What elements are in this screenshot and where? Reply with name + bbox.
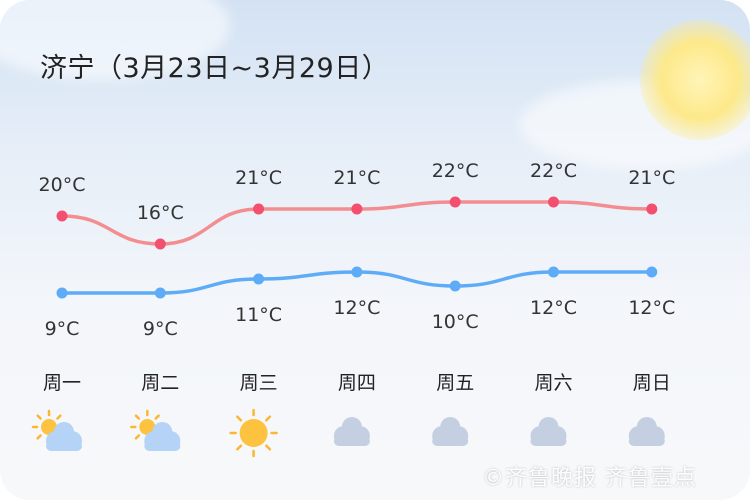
day-label: 周三 bbox=[240, 372, 278, 394]
low-temp-label: 12°C bbox=[530, 297, 577, 319]
low-temp-point bbox=[646, 266, 658, 278]
high-temp-label: 22°C bbox=[432, 160, 479, 182]
page-title: 济宁（3月23日~3月29日） bbox=[40, 53, 390, 84]
cloudy-weather-icon bbox=[333, 417, 370, 446]
high-temp-label: 21°C bbox=[333, 167, 380, 189]
day-label: 周五 bbox=[436, 372, 474, 394]
high-temp-point bbox=[253, 203, 265, 215]
low-temp-point bbox=[351, 266, 363, 278]
low-temp-point bbox=[449, 280, 461, 292]
low-temp-point bbox=[154, 287, 166, 299]
day-label: 周六 bbox=[534, 372, 572, 394]
low-temp-label: 9°C bbox=[45, 318, 80, 340]
cloudy-weather-icon bbox=[628, 417, 665, 446]
background-sun bbox=[640, 20, 750, 140]
sunny-weather-icon bbox=[229, 408, 278, 458]
high-temp-point bbox=[548, 196, 559, 208]
day-label: 周四 bbox=[338, 372, 376, 394]
cloudy-weather-icon bbox=[530, 417, 567, 446]
low-temp-label: 9°C bbox=[143, 318, 178, 340]
high-temp-point bbox=[351, 203, 363, 215]
watermark: ©齐鲁晚报 齐鲁壹点 bbox=[482, 466, 697, 491]
low-temp-point bbox=[56, 287, 68, 299]
high-temp-label: 20°C bbox=[39, 174, 86, 196]
high-temp-point bbox=[646, 203, 658, 215]
high-temp-label: 21°C bbox=[235, 167, 282, 189]
day-label: 周日 bbox=[633, 372, 671, 394]
high-temp-point bbox=[449, 196, 461, 208]
high-temp-point bbox=[56, 210, 68, 222]
low-temp-point bbox=[253, 273, 265, 285]
cloudy-weather-icon bbox=[432, 417, 469, 446]
partly-cloudy-weather-icon bbox=[31, 409, 82, 451]
day-label: 周一 bbox=[43, 372, 81, 394]
low-temp-label: 11°C bbox=[235, 304, 282, 326]
low-temp-point bbox=[548, 266, 559, 278]
low-temp-label: 12°C bbox=[628, 297, 675, 319]
partly-cloudy-weather-icon bbox=[130, 409, 181, 451]
day-label: 周二 bbox=[141, 372, 179, 394]
high-temp-label: 21°C bbox=[628, 167, 675, 189]
low-temp-label: 10°C bbox=[432, 311, 479, 333]
low-temp-label: 12°C bbox=[333, 297, 380, 319]
high-temp-label: 22°C bbox=[530, 160, 577, 182]
high-temp-point bbox=[154, 238, 166, 250]
high-temp-label: 16°C bbox=[137, 202, 184, 224]
